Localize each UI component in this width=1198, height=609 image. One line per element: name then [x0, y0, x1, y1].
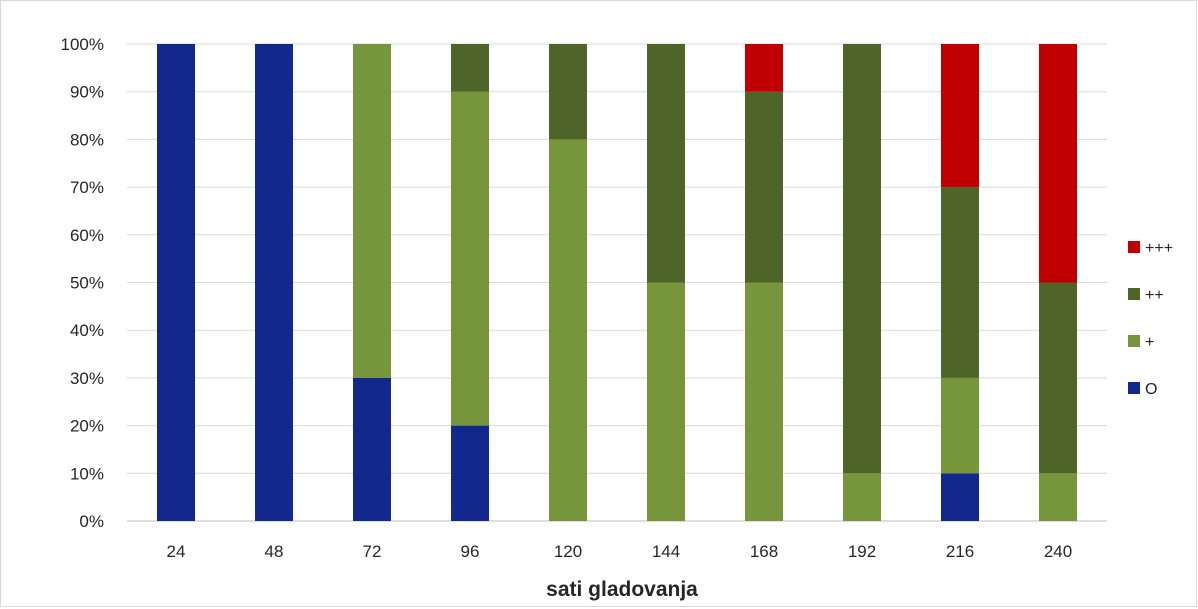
y-tick-label: 20%: [70, 417, 104, 436]
bar-segment-240-++: [1039, 282, 1077, 474]
y-tick-label: 60%: [70, 226, 104, 245]
bar-segment-168-+++: [745, 44, 783, 92]
x-tick-label: 72: [363, 542, 382, 561]
y-tick-label: 30%: [70, 369, 104, 388]
bar-segment-120-++: [549, 44, 587, 140]
legend-label: +++: [1145, 240, 1173, 257]
y-tick-label: 90%: [70, 83, 104, 102]
x-tick-label: 48: [265, 542, 284, 561]
bars: [157, 44, 1077, 521]
y-tick-label: 70%: [70, 178, 104, 197]
x-tick-label: 96: [461, 542, 480, 561]
bar-segment-240-+++: [1039, 44, 1077, 283]
legend-label: ++: [1145, 287, 1164, 304]
legend-swatch: [1128, 382, 1140, 394]
legend-label: O: [1145, 381, 1157, 398]
y-axis-ticks: 0% 10% 20% 30% 40% 50% 60% 70% 80% 90% 100%: [61, 35, 104, 531]
bar-segment-24-O: [157, 44, 195, 521]
y-tick-label: 100%: [61, 35, 104, 54]
x-tick-label: 144: [652, 542, 680, 561]
bar-segment-192-++: [843, 44, 881, 474]
x-tick-label: 24: [167, 542, 186, 561]
y-tick-label: 50%: [70, 274, 104, 293]
bar-segment-216-+++: [941, 44, 979, 188]
y-tick-label: 40%: [70, 321, 104, 340]
y-tick-label: 0%: [79, 512, 104, 531]
legend-swatch: [1128, 241, 1140, 253]
bar-segment-168-+: [745, 282, 783, 521]
legend: ++++++O: [1128, 240, 1173, 398]
x-axis-ticks: 24 48 72 96 120 144 168 192 216 240: [167, 542, 1073, 561]
x-tick-label: 192: [848, 542, 876, 561]
bar-segment-216-++: [941, 187, 979, 378]
bar-segment-120-+: [549, 139, 587, 521]
legend-label: +: [1145, 334, 1154, 351]
bar-segment-96-++: [451, 44, 489, 92]
bar-segment-48-O: [255, 44, 293, 521]
bar-segment-72-+: [353, 44, 391, 378]
legend-swatch: [1128, 288, 1140, 300]
bar-segment-192-+: [843, 473, 881, 521]
bar-segment-216-O: [941, 473, 979, 521]
bar-segment-240-+: [1039, 473, 1077, 521]
y-tick-label: 10%: [70, 464, 104, 483]
bar-segment-72-O: [353, 377, 391, 521]
x-tick-label: 168: [750, 542, 778, 561]
x-tick-label: 216: [946, 542, 974, 561]
x-tick-label: 120: [554, 542, 582, 561]
bar-segment-168-++: [745, 91, 783, 283]
x-tick-label: 240: [1044, 542, 1072, 561]
y-tick-label: 80%: [70, 130, 104, 149]
bar-segment-216-+: [941, 377, 979, 474]
bar-segment-96-+: [451, 91, 489, 426]
bar-segment-96-O: [451, 425, 489, 521]
legend-swatch: [1128, 335, 1140, 347]
bar-segment-144-++: [647, 44, 685, 283]
x-axis-title: sati gladovanja: [546, 578, 698, 601]
bar-segment-144-+: [647, 282, 685, 521]
